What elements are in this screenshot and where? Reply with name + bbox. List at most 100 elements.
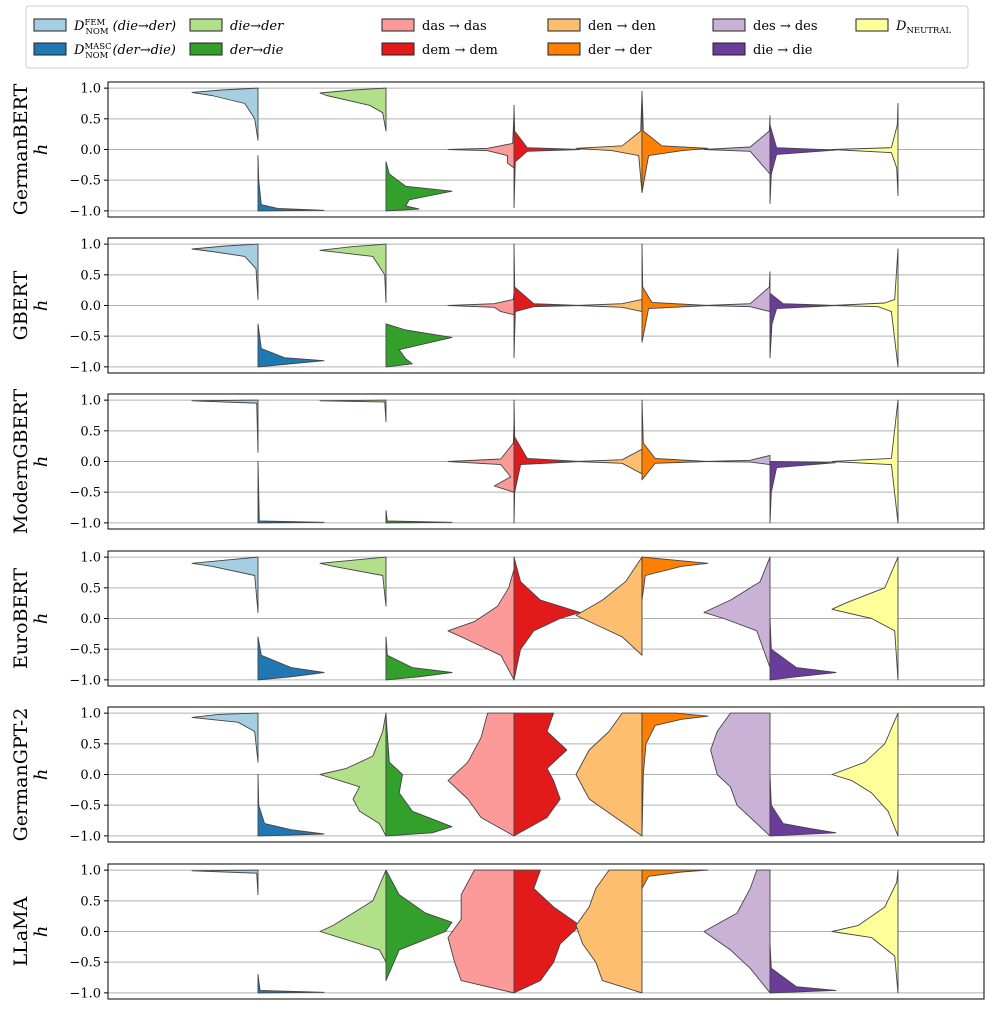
ytick-label: 1.0	[80, 551, 101, 566]
violin-masc	[257, 461, 325, 524]
violin-der	[641, 556, 709, 601]
model-label: GermanGPT-2	[10, 708, 32, 842]
ytick-label: −0.5	[69, 330, 101, 345]
ylabel: h	[31, 769, 52, 781]
ytick-label: −0.5	[69, 799, 101, 814]
violin-der	[641, 90, 709, 193]
violin-die_der	[319, 243, 387, 303]
violin-das	[447, 112, 515, 169]
ytick-label: 0.5	[80, 737, 101, 752]
ytick-label: 0.5	[80, 581, 101, 596]
ytick-label: −1.0	[69, 204, 101, 219]
violin-den	[575, 93, 643, 193]
ytick-label: −0.5	[69, 486, 101, 501]
ytick-label: −0.5	[69, 956, 101, 971]
violin-dem	[513, 556, 581, 681]
ytick-label: 1.0	[80, 238, 101, 253]
model-label: ModernGBERT	[10, 389, 32, 535]
legend-label-des: des → des	[753, 19, 818, 34]
panel-germanbert: 1.0 0.5 0.0 −0.5 −1.0 GermanBERT h	[10, 81, 985, 219]
violin-der_die	[385, 636, 453, 681]
ytick-label: −1.0	[69, 829, 101, 844]
violin-neutral	[831, 556, 899, 681]
violin-der	[641, 869, 709, 889]
ytick-label: 0.0	[80, 768, 101, 783]
legend-label-neutral: DNEUTRAL	[895, 19, 951, 36]
ytick-label: 0.0	[80, 299, 101, 314]
violin-masc	[257, 155, 325, 212]
model-label: GermanBERT	[10, 83, 32, 215]
violin-der_die	[385, 510, 453, 524]
ytick-label: 1.0	[80, 82, 101, 97]
violin-des	[703, 454, 771, 466]
violin-masc	[257, 774, 325, 837]
violin-den	[575, 448, 643, 475]
violin-die	[769, 618, 837, 681]
legend-label-den: den → den	[588, 19, 657, 34]
ylabel: h	[31, 456, 52, 468]
violin-die_der	[319, 399, 387, 423]
ytick-label: 0.0	[80, 455, 101, 470]
violin-dem	[513, 712, 568, 837]
violin-die	[769, 461, 837, 524]
legend-swatch-dem	[381, 42, 415, 56]
model-label: GBERT	[10, 270, 32, 340]
legend-entry-den: den → den	[547, 18, 657, 34]
violin-des	[703, 271, 771, 313]
legend-swatch-fem	[33, 18, 67, 32]
violin-neutral	[831, 869, 899, 994]
ytick-label: 0.5	[80, 112, 101, 127]
panel-germangpt-2: 1.0 0.5 0.0 −0.5 −1.0 GermanGPT-2 h	[10, 706, 985, 844]
legend-label-dem: dem → dem	[422, 43, 498, 58]
violin-der_die	[385, 869, 453, 982]
ytick-label: −0.5	[69, 174, 101, 189]
violin-der_die	[385, 323, 453, 368]
violin-die_der	[319, 556, 387, 607]
violin-des	[703, 556, 771, 669]
ytick-label: 0.0	[80, 612, 101, 627]
legend-swatch-des	[712, 18, 746, 32]
violin-masc	[257, 974, 325, 994]
legend-entry-dem: dem → dem	[381, 42, 498, 58]
violin-masc	[257, 636, 325, 681]
legend-label-die_der: die→der	[230, 19, 284, 34]
legend-entry-die: die → die	[712, 42, 813, 58]
violin-des	[703, 115, 771, 175]
legend-swatch-der_die	[189, 42, 223, 56]
legend-swatch-masc	[33, 42, 67, 56]
ylabel: h	[31, 144, 52, 156]
legend: DFEM NOM (die→der) DMASC NOM (der→die) die→d…	[25, 5, 969, 69]
violin-das	[447, 712, 515, 837]
violin-den	[575, 556, 643, 656]
violin-des	[710, 712, 771, 837]
legend-entry-die_der: die→der	[189, 18, 284, 34]
legend-entry-neutral: DNEUTRAL	[855, 18, 951, 36]
ytick-label: −1.0	[69, 986, 101, 1001]
violin-die	[769, 124, 837, 204]
violin-der	[641, 712, 709, 837]
legend-swatch-die	[712, 42, 746, 56]
panel-eurobert: 1.0 0.5 0.0 −0.5 −1.0 EuroBERT h	[10, 550, 985, 688]
legend-entry-das: das → das	[381, 18, 487, 34]
violin-das	[447, 568, 515, 681]
panel-gbert: 1.0 0.5 0.0 −0.5 −1.0 GBERT h	[10, 237, 985, 375]
ytick-label: 0.0	[80, 143, 101, 158]
violin-neutral	[831, 399, 899, 524]
violin-des	[703, 869, 771, 994]
legend-swatch-das	[381, 18, 415, 32]
violin-dem	[513, 399, 581, 524]
legend-swatch-neutral	[855, 18, 889, 32]
legend-swatch-den	[547, 18, 581, 32]
legend-label-das: das → das	[422, 19, 487, 34]
model-label: LLaMA	[10, 896, 32, 966]
violin-neutral	[831, 248, 899, 368]
legend-label-die: die → die	[753, 43, 813, 58]
legend-swatch-der	[547, 42, 581, 56]
violin-fem	[191, 556, 259, 613]
legend-swatch-die_der	[189, 18, 223, 32]
ytick-label: 0.0	[80, 925, 101, 940]
violin-das	[447, 424, 515, 493]
violin-neutral	[831, 712, 899, 837]
